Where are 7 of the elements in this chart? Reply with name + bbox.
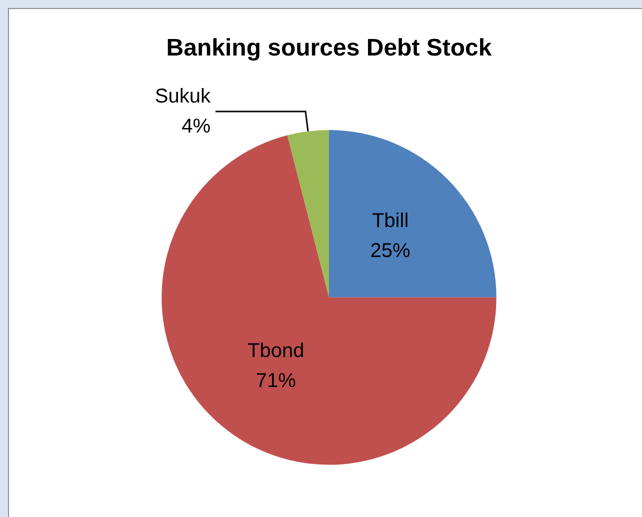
slice-label: Tbond — [248, 340, 304, 362]
slice-label: Sukuk — [154, 86, 212, 108]
slice-label: Tbill — [372, 210, 409, 232]
data-label: 71% — [256, 370, 296, 392]
data-label: 4% — [182, 116, 211, 138]
data-label: 25% — [370, 240, 411, 262]
chart-title: Banking sources Debt Stock — [166, 34, 492, 62]
